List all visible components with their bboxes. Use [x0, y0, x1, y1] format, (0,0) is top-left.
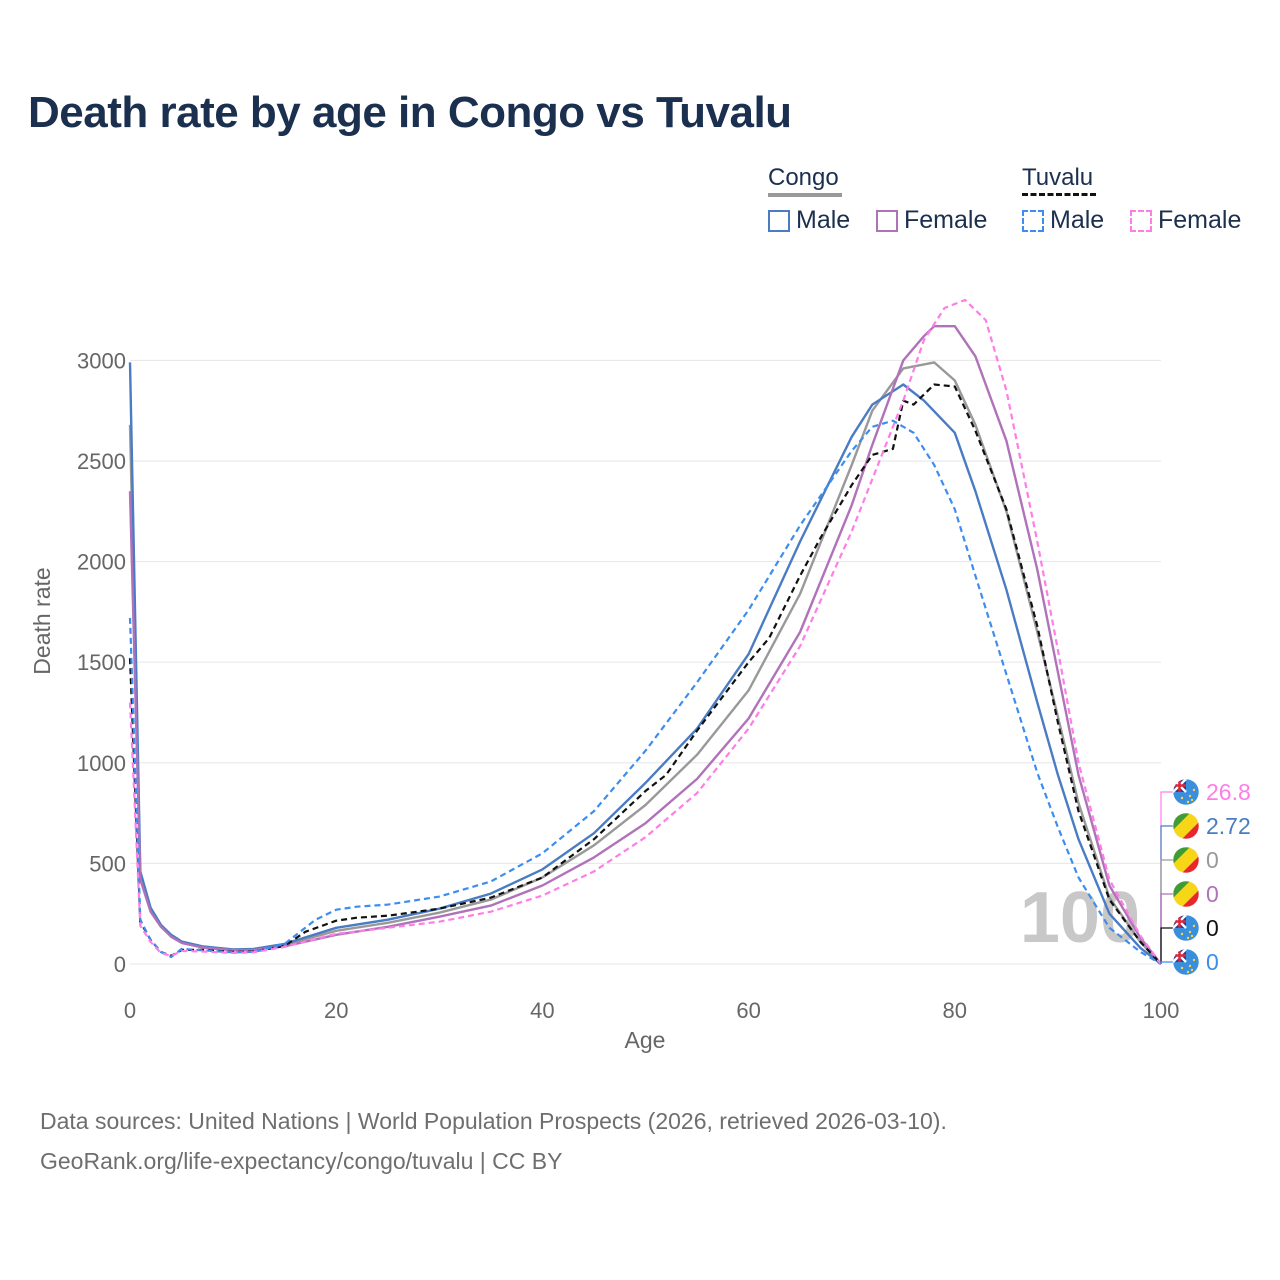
tuvalu-flag-icon	[1172, 778, 1200, 806]
series-line-tuvalu-male	[128, 419, 1162, 965]
legend-congo-male-swatch	[768, 209, 790, 232]
legend-congo-male-label: Male	[796, 206, 851, 234]
congo-flag-icon	[1172, 812, 1200, 840]
end-label-value: 0	[1206, 949, 1219, 975]
x-tick-label: 0	[124, 998, 136, 1023]
end-label-connector	[1160, 859, 1173, 964]
year-watermark: 100	[1020, 878, 1140, 958]
series-lines	[128, 298, 1162, 965]
y-tick-label: 2500	[77, 449, 126, 474]
x-tick-label: 20	[324, 998, 348, 1023]
end-label-connector	[1160, 961, 1173, 964]
end-label-value: 2.72	[1206, 813, 1251, 839]
y-tick-label: 1500	[77, 650, 126, 675]
legend-tuvalu-male[interactable]: Male	[1022, 206, 1104, 235]
x-tick-label: 40	[530, 998, 554, 1023]
end-label-connector	[1160, 791, 1173, 964]
congo-flag-icon	[1172, 880, 1200, 908]
legend-congo-female[interactable]: Female	[876, 206, 987, 235]
y-tick-label: 2000	[77, 550, 126, 575]
end-label-value: 0	[1206, 847, 1219, 873]
legend-tuvalu-male-label: Male	[1050, 206, 1105, 234]
legend-tuvalu-female-label: Female	[1158, 206, 1242, 234]
end-label-connector	[1160, 893, 1173, 964]
end-labels: 26.8 2.72 0 0 0 0	[1160, 778, 1251, 976]
series-line-tuvalu-total	[128, 383, 1162, 965]
x-tick-label: 100	[1143, 998, 1180, 1023]
footer-credit: GeoRank.org/life-expectancy/congo/tuvalu…	[40, 1148, 563, 1174]
chart-title: Death rate by age in Congo vs Tuvalu	[28, 88, 792, 137]
footer-sources: Data sources: United Nations | World Pop…	[40, 1108, 947, 1134]
grid-lines	[130, 359, 1161, 965]
end-label-value: 0	[1206, 881, 1219, 907]
end-label-value: 26.8	[1206, 779, 1251, 805]
legend-congo-female-label: Female	[904, 206, 988, 234]
legend-tuvalu-total-line	[1022, 193, 1096, 196]
tuvalu-flag-icon	[1172, 914, 1200, 942]
series-line-congo-total	[128, 361, 1162, 965]
x-axis-ticks: 0 20 40 60 80 100	[124, 998, 1179, 1023]
x-tick-label: 80	[943, 998, 967, 1023]
end-label-value: 0	[1206, 915, 1219, 941]
legend-congo-female-swatch	[876, 209, 898, 232]
legend-group-tuvalu: Tuvalu	[1022, 164, 1094, 191]
legend-congo-male[interactable]: Male	[768, 206, 850, 235]
series-line-tuvalu-female	[128, 298, 1162, 965]
y-tick-label: 500	[89, 851, 126, 876]
legend-tuvalu-female-swatch	[1130, 209, 1152, 232]
legend-tuvalu-male-swatch	[1022, 209, 1044, 232]
congo-flag-icon	[1172, 846, 1200, 874]
y-axis-ticks: 0 500 1000 1500 2000 2500 3000	[77, 348, 126, 977]
tuvalu-flag-icon	[1172, 948, 1200, 976]
x-axis-label: Age	[625, 1027, 666, 1053]
legend-tuvalu-female[interactable]: Female	[1130, 206, 1241, 235]
y-tick-label: 0	[114, 952, 126, 977]
end-label-connector	[1160, 927, 1173, 964]
end-label-connector	[1160, 825, 1173, 964]
y-tick-label: 3000	[77, 348, 126, 373]
legend-congo-total-line	[768, 193, 842, 197]
y-tick-label: 1000	[77, 751, 126, 776]
series-line-congo-female	[128, 325, 1162, 965]
x-tick-label: 60	[736, 998, 760, 1023]
y-axis-label: Death rate	[29, 567, 55, 674]
series-line-congo-male	[128, 362, 1162, 965]
legend-group-congo: Congo	[768, 164, 839, 191]
